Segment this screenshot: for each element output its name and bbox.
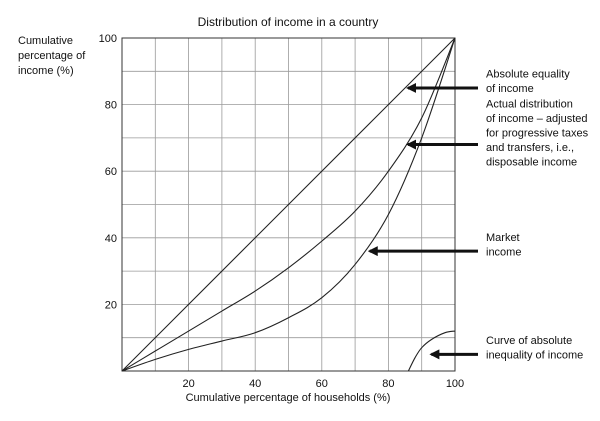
y-axis-label-line-3: income (%): [18, 65, 74, 77]
curve-equality: [121, 37, 456, 372]
annotation-label-3-line-1: Market: [486, 232, 520, 244]
x-axis-label: Cumulative percentage of households (%): [186, 392, 391, 404]
plot-grid: [122, 38, 455, 371]
tick-labels-layer: 20 40 60 80 100 20 40 60 80 100: [99, 33, 465, 390]
curve-inequality: [407, 330, 456, 372]
curve-disposable: [121, 37, 456, 372]
annotation-label-1-line-2: of income: [486, 83, 534, 95]
x-tick-label-20: 20: [182, 378, 194, 390]
annotation-label-1: Absolute equality of income: [486, 69, 570, 96]
plot-frame: [121, 37, 456, 372]
annotation-label-1-line-1: Absolute equality: [486, 69, 570, 81]
annotation-label-2-line-1: Actual distribution: [486, 99, 573, 111]
annotation-label-4-line-1: Curve of absolute: [486, 335, 572, 347]
y-axis-label-line-1: Cumulative: [18, 35, 73, 47]
annotation-label-2-line-2: of income – adjusted: [486, 113, 588, 125]
y-tick-label-100: 100: [99, 33, 117, 45]
curves-layer: [121, 37, 456, 372]
annotation-label-4: Curve of absolute inequality of income: [486, 335, 583, 362]
x-tick-label-80: 80: [382, 378, 394, 390]
chart-title: Distribution of income in a country: [198, 15, 379, 29]
y-axis-label: Cumulative percentage of income (%): [18, 35, 88, 77]
curve-market: [121, 37, 456, 372]
annotation-label-3-line-2: income: [486, 246, 521, 258]
y-tick-label-80: 80: [105, 100, 117, 112]
annotation-label-3: Market income: [486, 232, 521, 259]
annotation-label-2-line-3: for progressive taxes: [486, 128, 589, 140]
annotation-label-4-line-2: inequality of income: [486, 350, 583, 362]
annotation-label-2-line-4: and transfers, i.e.,: [486, 142, 574, 154]
y-axis-label-line-2: percentage of: [18, 50, 86, 62]
y-tick-label-20: 20: [105, 299, 117, 311]
annotations-layer: Absolute equality of income Actual distrib…: [367, 69, 589, 362]
y-tick-label-40: 40: [105, 233, 117, 245]
annotation-label-2-line-5: disposable income: [486, 157, 577, 169]
x-tick-label-40: 40: [249, 378, 261, 390]
x-tick-label-100: 100: [446, 378, 464, 390]
annotation-label-2: Actual distribution of income – adjusted f…: [486, 99, 589, 169]
x-tick-label-60: 60: [316, 378, 328, 390]
y-tick-label-60: 60: [105, 166, 117, 178]
